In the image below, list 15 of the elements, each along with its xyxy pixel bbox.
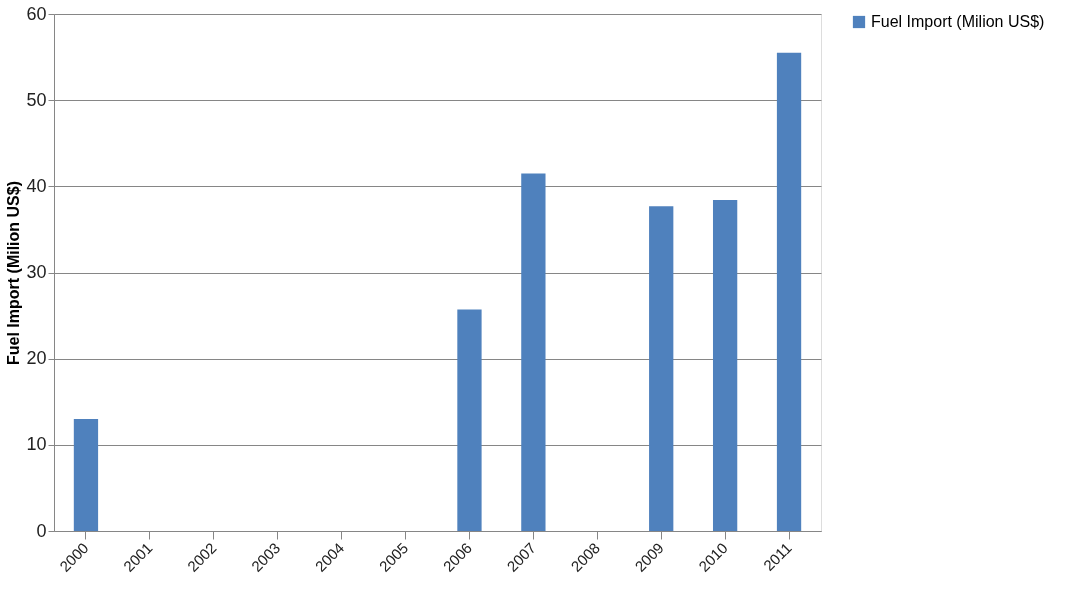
bar <box>521 173 546 531</box>
y-tick-label: 10 <box>26 434 47 455</box>
y-tick-label: 30 <box>26 262 47 282</box>
y-tick-label: 40 <box>26 175 47 196</box>
bar <box>649 206 674 531</box>
y-tick-label: 0 <box>36 520 47 541</box>
y-tick-label: 60 <box>26 3 47 24</box>
y-axis-title: Fuel Import (Milion US$) <box>5 181 23 365</box>
y-tick-label: 20 <box>26 348 47 369</box>
bar <box>776 52 802 531</box>
bar <box>712 200 738 531</box>
bar <box>457 309 482 531</box>
legend-label: Fuel Import (Milion US$) <box>871 13 1045 30</box>
bar <box>73 418 99 531</box>
y-tick-label: 50 <box>26 89 47 110</box>
